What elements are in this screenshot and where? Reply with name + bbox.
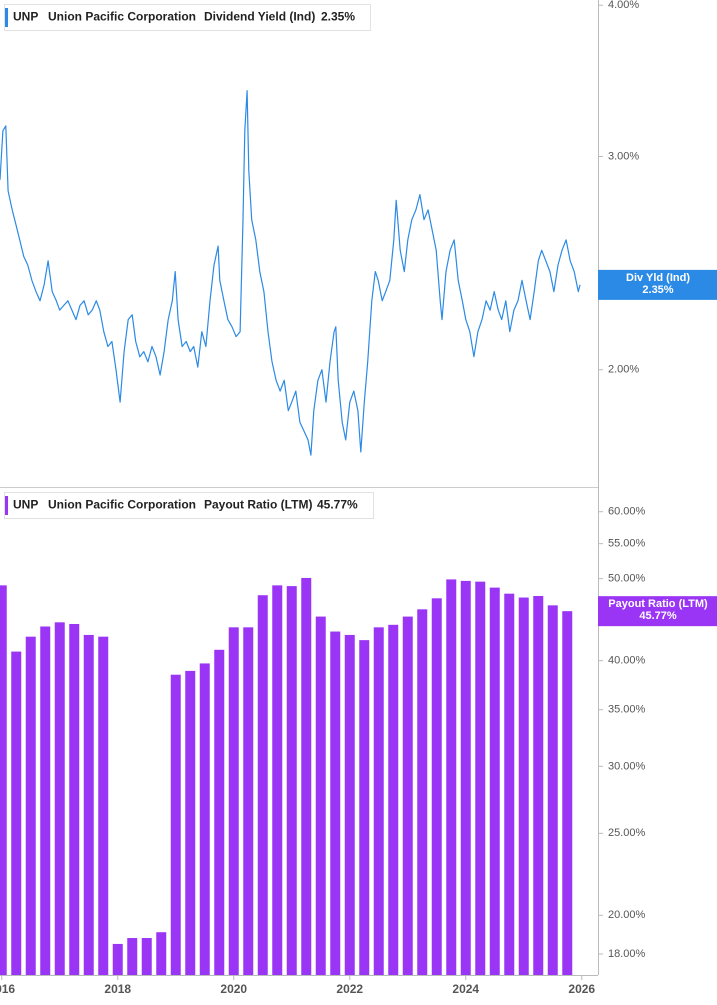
bar <box>243 627 254 975</box>
axis-tag-value: 45.77% <box>639 610 677 622</box>
legend: UNP Union Pacific Corporation Dividend Y… <box>4 4 371 31</box>
y-tick-label: 40.00% <box>608 655 646 667</box>
company: Union Pacific Corporation <box>48 10 196 24</box>
bar <box>330 631 341 975</box>
y-tick-label: 55.00% <box>608 538 646 550</box>
bar <box>417 609 428 975</box>
last-value: 45.77% <box>317 498 358 512</box>
axis-tag-name: Payout Ratio (LTM) <box>608 598 708 610</box>
bar <box>272 585 283 975</box>
bar <box>228 627 239 975</box>
y-tick-label: 30.00% <box>608 760 646 772</box>
bar <box>98 636 109 975</box>
bar <box>475 581 486 975</box>
bar <box>547 605 558 975</box>
bar <box>518 597 529 975</box>
x-tick-label: 2018 <box>104 982 131 996</box>
bar <box>83 634 94 975</box>
bar <box>431 598 442 975</box>
bar <box>388 624 399 975</box>
bar <box>185 670 196 975</box>
y-tick-label: 2.00% <box>608 364 639 376</box>
bar <box>141 938 152 975</box>
bar <box>156 932 167 975</box>
bar <box>446 579 457 975</box>
y-tick-label: 35.00% <box>608 704 646 716</box>
last-value: 2.35% <box>321 10 355 24</box>
y-tick-label: 18.00% <box>608 948 646 960</box>
x-tick-label: 2020 <box>220 982 247 996</box>
axis-tag-value: 2.35% <box>642 284 673 296</box>
bar <box>112 943 123 975</box>
series-name: Payout Ratio (LTM) <box>204 498 312 512</box>
x-tick-label: 2024 <box>452 982 479 996</box>
legend: UNP Union Pacific Corporation Payout Rat… <box>4 492 374 519</box>
legend-box <box>4 492 374 519</box>
bar <box>127 938 138 975</box>
x-tick-label: 2016 <box>0 982 15 996</box>
bar <box>533 595 544 975</box>
bar <box>25 636 36 975</box>
bar <box>40 626 51 975</box>
bar <box>489 587 500 975</box>
y-tick-label: 50.00% <box>608 573 646 585</box>
ticker: UNP <box>13 10 38 24</box>
company: Union Pacific Corporation <box>48 498 196 512</box>
bar <box>504 593 515 975</box>
axis-value-tag <box>598 269 717 300</box>
bar <box>170 674 181 975</box>
axis-value-tag <box>598 596 717 627</box>
bar <box>0 585 7 975</box>
bar <box>562 611 573 975</box>
bar <box>402 616 413 975</box>
y-tick-label: 3.00% <box>608 150 639 162</box>
bar <box>359 640 370 975</box>
bar <box>315 616 326 975</box>
bar <box>69 623 80 975</box>
bar <box>373 627 384 975</box>
bar <box>301 577 312 975</box>
legend-swatch <box>5 8 8 27</box>
y-tick-label: 4.00% <box>608 0 639 11</box>
bar <box>54 622 65 975</box>
y-tick-label: 25.00% <box>608 827 646 839</box>
bar <box>344 634 355 975</box>
series-name: Dividend Yield (Ind) <box>204 10 315 24</box>
y-tick-label: 60.00% <box>608 506 646 518</box>
bar <box>11 651 22 975</box>
bar <box>199 663 210 975</box>
bar <box>257 595 268 975</box>
bar <box>286 586 297 975</box>
line-series <box>0 90 581 456</box>
bar <box>214 649 225 975</box>
axis-tag-name: Div Yld (Ind) <box>626 272 690 284</box>
x-tick-label: 2022 <box>336 982 363 996</box>
y-tick-label: 20.00% <box>608 909 646 921</box>
legend-box <box>4 4 371 31</box>
bar <box>460 580 471 975</box>
legend-swatch <box>5 496 8 515</box>
ticker: UNP <box>13 498 38 512</box>
x-tick-label: 2026 <box>568 982 595 996</box>
